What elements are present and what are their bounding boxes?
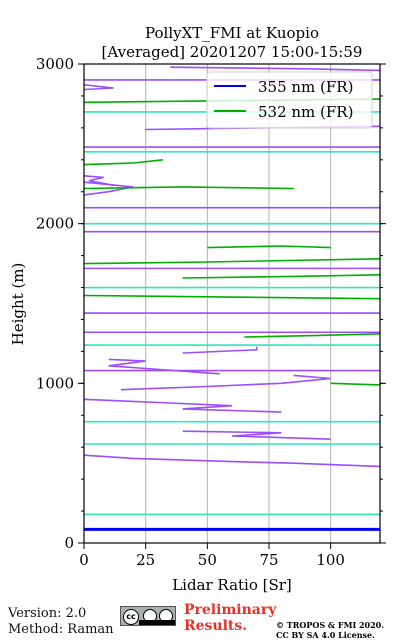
series-355-profile — [84, 398, 282, 413]
series-355-profile — [108, 358, 220, 375]
x-tick-label: 25 — [136, 551, 155, 569]
lidar-ratio-chart: PollyXT_FMI at Kuopio [Averaged] 2020120… — [9, 24, 386, 594]
series-355-profile — [170, 66, 380, 72]
legend-label-532: 532 nm (FR) — [258, 103, 353, 121]
x-axis-label: Lidar Ratio [Sr] — [172, 576, 292, 594]
chart-title: PollyXT_FMI at Kuopio — [145, 24, 319, 42]
series-532-profile — [84, 294, 380, 300]
preliminary-notice: Preliminary Results. — [184, 602, 276, 634]
x-tick-label: 100 — [316, 551, 345, 569]
chart-legend: 355 nm (FR) 532 nm (FR) — [206, 71, 373, 129]
series-355-profile — [84, 84, 114, 91]
series-532-profile — [182, 274, 380, 279]
preliminary-line-2: Results. — [184, 618, 248, 634]
method-label: Method: Raman — [8, 622, 114, 637]
series-532-profile — [84, 159, 163, 166]
copyright-line-1: © TROPOS & FMI 2020. — [276, 620, 385, 630]
y-tick-label: 2000 — [36, 215, 74, 233]
series-532-profile — [244, 333, 380, 338]
y-tick-label: 3000 — [36, 55, 74, 73]
cc-icon: cc — [123, 609, 139, 625]
preliminary-line-1: Preliminary — [184, 602, 277, 618]
chart-subtitle: [Averaged] 20201207 15:00-15:59 — [102, 43, 363, 61]
copyright-notice: © TROPOS & FMI 2020. CC BY SA 4.0 Licens… — [276, 620, 384, 640]
series-355-profile — [84, 175, 114, 187]
series-355-profile — [120, 374, 331, 391]
series-532-profile — [330, 382, 380, 386]
y-tick-label: 0 — [64, 534, 74, 552]
y-axis-label: Height (m) — [9, 263, 27, 346]
x-tick-label: 50 — [198, 551, 217, 569]
series-532-profile — [84, 258, 380, 265]
plot-frame — [83, 63, 381, 544]
series-532-profile — [84, 186, 294, 190]
x-tick-label: 0 — [79, 551, 89, 569]
series-355-profile — [84, 454, 380, 468]
series-355-profile — [182, 430, 331, 440]
copyright-line-2: CC BY SA 4.0 License. — [276, 630, 375, 640]
legend-box — [206, 71, 373, 129]
cc-license-badge: cc — [120, 606, 176, 626]
series-group — [84, 66, 380, 531]
y-tick-label: 1000 — [36, 374, 74, 392]
version-label: Version: 2.0 — [8, 606, 87, 621]
series-355-profile — [182, 346, 258, 354]
badge-strip — [139, 620, 175, 625]
x-tick-label: 75 — [259, 551, 278, 569]
series-532-profile — [207, 245, 331, 249]
legend-label-355: 355 nm (FR) — [258, 78, 353, 96]
